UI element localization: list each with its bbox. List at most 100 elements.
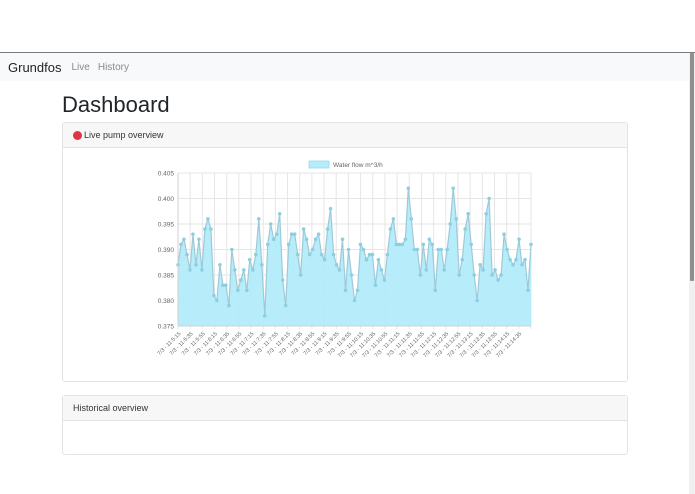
y-tick-label: 0.395 (158, 222, 175, 229)
data-point (328, 206, 333, 211)
browser-top-area (0, 0, 695, 52)
data-point (523, 257, 527, 262)
data-point (526, 288, 530, 293)
brand-logo[interactable]: Grundfos (8, 59, 62, 75)
data-point (406, 186, 411, 191)
data-point (292, 232, 297, 236)
data-point (304, 237, 309, 242)
data-point (367, 252, 372, 257)
data-point (436, 247, 441, 252)
data-point (412, 247, 417, 252)
data-point (376, 257, 381, 262)
data-point (514, 257, 518, 262)
data-point (218, 263, 222, 267)
data-point (212, 293, 216, 298)
page-title: Dashboard (62, 92, 170, 117)
data-point (322, 257, 327, 262)
data-point (209, 227, 213, 231)
data-point (215, 298, 219, 303)
data-point (457, 273, 462, 277)
data-point (424, 268, 429, 272)
data-point (271, 237, 276, 242)
data-point (221, 283, 225, 287)
data-point (182, 237, 186, 242)
window-divider (0, 52, 695, 53)
data-point (388, 227, 393, 231)
data-point (194, 263, 198, 267)
data-point (346, 247, 351, 252)
data-point (478, 263, 482, 267)
data-point (316, 232, 321, 236)
data-point (418, 273, 423, 277)
data-point (463, 227, 467, 231)
nav-link-live[interactable]: Live (71, 61, 90, 73)
data-point (511, 263, 515, 267)
data-point (373, 283, 378, 287)
data-point (224, 283, 228, 287)
page-scrollbar[interactable] (689, 53, 695, 494)
data-point (358, 242, 363, 247)
data-point (469, 242, 473, 247)
data-point (397, 242, 402, 247)
data-point (454, 217, 459, 221)
data-point (259, 263, 264, 267)
data-point (409, 217, 414, 221)
data-point (283, 303, 288, 308)
data-point (230, 247, 234, 252)
live-pump-card-header: Live pump overview (63, 123, 627, 148)
data-point (253, 252, 258, 257)
data-point (439, 247, 444, 252)
data-point (517, 237, 521, 242)
data-point (206, 217, 210, 221)
data-point (460, 257, 464, 262)
data-point (247, 257, 252, 262)
data-point (448, 222, 453, 226)
data-point (313, 237, 318, 242)
data-point (502, 232, 506, 236)
data-point (529, 242, 533, 247)
y-tick-label: 0.375 (158, 324, 175, 331)
data-point (245, 288, 249, 293)
data-point (385, 252, 390, 257)
data-point (256, 217, 261, 221)
data-point (331, 252, 336, 257)
data-point (188, 268, 192, 272)
data-point (295, 252, 300, 257)
data-point (433, 288, 438, 293)
data-point (239, 278, 243, 282)
data-point (197, 237, 201, 242)
scrollbar-thumb[interactable] (690, 53, 694, 281)
data-point (274, 232, 279, 236)
data-point (227, 303, 231, 308)
data-point (268, 222, 273, 226)
historical-card-title: Historical overview (73, 403, 149, 413)
data-point (310, 247, 315, 252)
data-point (262, 314, 267, 318)
data-point (379, 268, 384, 272)
data-point (427, 237, 432, 242)
data-point (364, 257, 369, 262)
navbar: Grundfos Live History (0, 53, 689, 81)
water-flow-chart: 0.375 0.380 0.385 0.390 0.395 0.400 0.405 7/3 -… (63, 149, 627, 381)
data-point (490, 273, 494, 277)
nav-link-history[interactable]: History (97, 61, 129, 73)
data-point (179, 242, 183, 247)
data-point (340, 237, 345, 242)
data-point (185, 252, 189, 257)
legend-label: Water flow m^3/h (333, 162, 383, 169)
data-point (520, 263, 524, 267)
live-pump-card: Live pump overview 0.375 0.380 0.385 0.390 0… (62, 122, 628, 382)
data-point (265, 242, 270, 247)
y-tick-label: 0.390 (158, 247, 175, 254)
data-point (415, 247, 420, 252)
data-point (421, 242, 426, 247)
data-point (442, 268, 447, 272)
data-point (307, 252, 312, 257)
data-point (484, 212, 488, 216)
data-point (203, 227, 207, 231)
data-point (391, 217, 396, 221)
data-point (301, 227, 306, 231)
data-point (508, 257, 512, 262)
data-point (319, 252, 324, 257)
